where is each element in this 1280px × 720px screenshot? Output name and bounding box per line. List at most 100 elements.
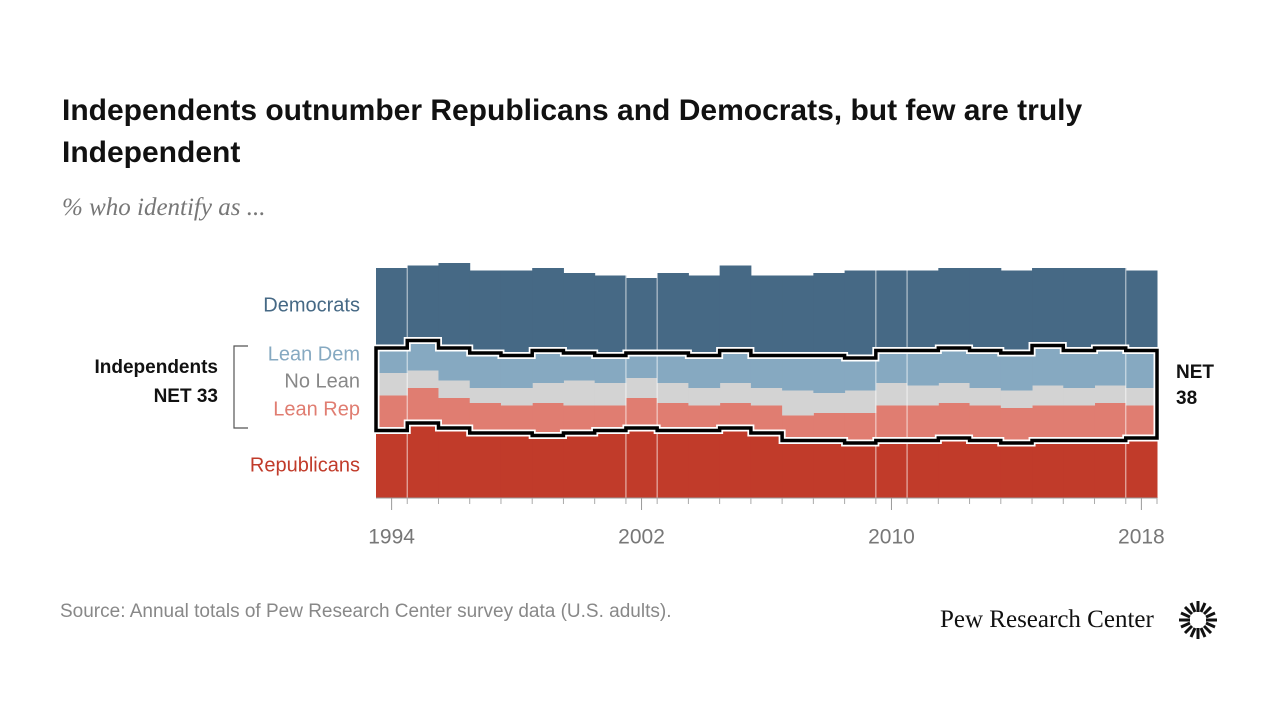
area-segment <box>875 405 908 441</box>
area-segment <box>844 413 877 443</box>
area-segment <box>563 433 596 498</box>
area-segment <box>625 428 658 498</box>
area-segment <box>657 353 689 383</box>
area-segment <box>813 273 846 356</box>
area-segment <box>469 403 502 433</box>
area-segment <box>1125 350 1158 388</box>
area-segment <box>813 355 846 393</box>
area-segment <box>469 433 502 498</box>
area-segment <box>688 405 721 431</box>
x-tick-label: 1994 <box>368 526 415 549</box>
area-segment <box>563 380 596 406</box>
area-segment <box>719 350 752 383</box>
area-segment <box>407 340 439 371</box>
area-segment <box>594 355 627 383</box>
x-tick-label: 2010 <box>868 526 915 549</box>
area-segment <box>563 405 596 433</box>
series-label: Lean Rep <box>273 398 360 420</box>
area-segment <box>719 403 752 428</box>
area-segment <box>719 383 752 403</box>
area-segment <box>376 268 408 348</box>
area-segment <box>907 440 939 498</box>
area-segment <box>782 440 814 498</box>
area-segment <box>1125 388 1158 406</box>
area-segment <box>500 270 533 356</box>
series-label: Lean Dem <box>268 343 360 365</box>
bracket <box>233 345 248 429</box>
area-segment <box>969 350 1002 388</box>
x-tick-label: 2002 <box>618 526 665 549</box>
area-segment <box>532 383 564 403</box>
area-segment <box>1032 440 1064 498</box>
area-segment <box>844 443 877 498</box>
area-segment <box>907 385 939 406</box>
area-segment <box>1000 270 1033 353</box>
area-segment <box>1000 443 1033 498</box>
area-segment <box>969 388 1002 406</box>
area-segment <box>500 433 533 498</box>
area-segment <box>1125 270 1158 351</box>
area-segment <box>719 265 752 351</box>
area-segment <box>657 273 689 353</box>
area-segment <box>1094 403 1127 441</box>
area-segment <box>532 350 564 383</box>
area-segment <box>376 348 408 373</box>
annotation: Independents <box>94 357 218 378</box>
series-label: No Lean <box>284 370 360 392</box>
series-label: Republicans <box>250 454 360 476</box>
area-segment <box>1000 353 1033 391</box>
logo <box>1179 601 1217 639</box>
area-segment <box>657 430 689 498</box>
area-segment <box>1063 405 1096 441</box>
area-segment <box>1063 388 1096 406</box>
area-segment <box>1032 405 1064 441</box>
area-segment <box>782 275 814 356</box>
area-segment <box>907 270 939 351</box>
area-segment <box>407 388 439 423</box>
area-segment <box>907 350 939 386</box>
area-segment <box>438 398 471 428</box>
area-segment <box>1094 268 1127 348</box>
area-segment <box>938 438 971 498</box>
area-segment <box>563 353 596 381</box>
area-segment <box>938 348 971 383</box>
area-segment <box>938 383 971 403</box>
area-segment <box>813 413 846 441</box>
area-segment <box>1094 440 1127 498</box>
area-segment <box>688 355 721 388</box>
series-label: Democrats <box>263 294 360 316</box>
annotation: NET 38 <box>1176 362 1214 409</box>
area-segment <box>657 403 689 431</box>
area-segment <box>750 275 783 356</box>
area-segment <box>625 378 658 398</box>
area-segment <box>438 380 471 398</box>
area-segment <box>875 350 908 383</box>
area-segment <box>782 390 814 416</box>
area-segment <box>438 263 471 348</box>
area-segment <box>500 355 533 388</box>
area-segment <box>1032 345 1064 386</box>
x-tick-label: 2018 <box>1118 526 1165 549</box>
area-segment <box>407 423 439 498</box>
area-segment <box>1125 405 1158 438</box>
area-segment <box>844 358 877 391</box>
area-segment <box>750 388 783 406</box>
area-segment <box>1125 438 1158 498</box>
area-segment <box>376 430 408 498</box>
area-segment <box>376 373 408 396</box>
area-segment <box>469 270 502 353</box>
area-segment <box>625 278 658 353</box>
area-segment <box>376 395 408 431</box>
area-segment <box>625 353 658 378</box>
area-segment <box>407 265 439 341</box>
area-segment <box>594 275 627 356</box>
brand: Pew Research Center <box>940 606 1154 633</box>
area-segment <box>1063 440 1096 498</box>
area-segment <box>782 415 814 441</box>
area-segment <box>594 430 627 498</box>
source: Source: Annual totals of Pew Research Ce… <box>60 601 672 622</box>
area-segment <box>969 268 1002 351</box>
area-segment <box>750 405 783 433</box>
